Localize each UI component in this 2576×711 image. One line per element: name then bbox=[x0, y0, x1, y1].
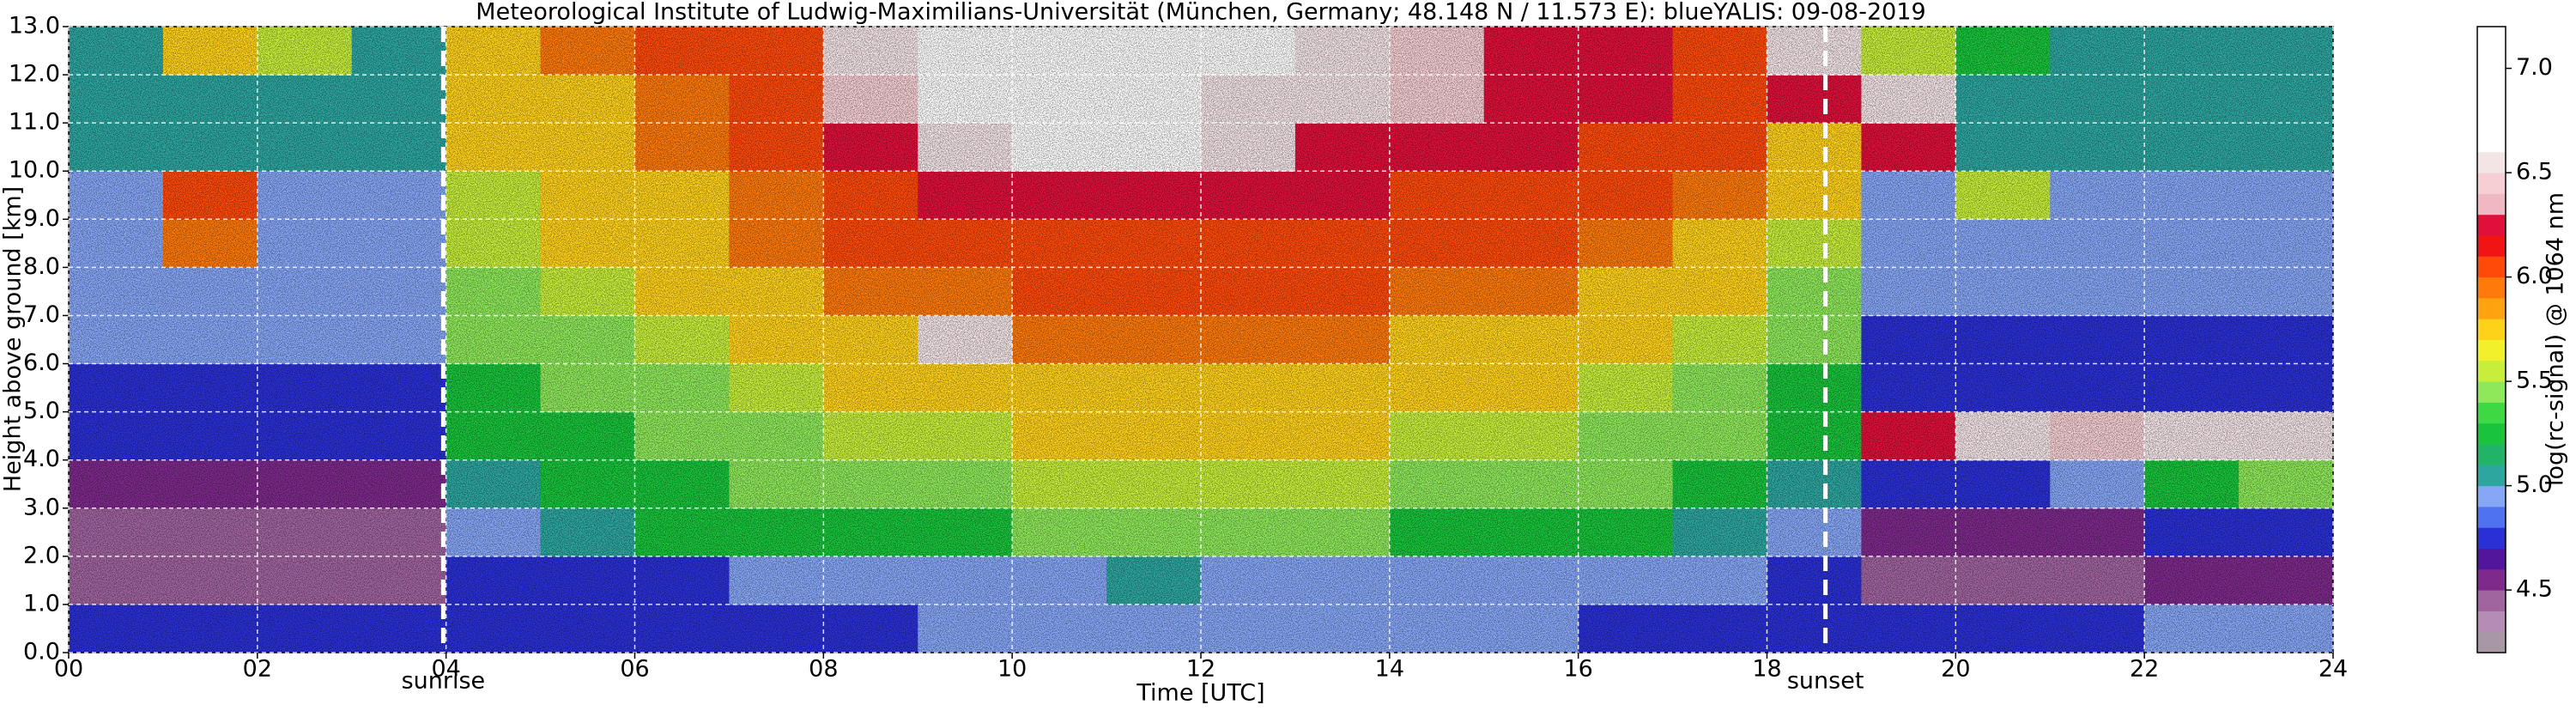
colorbar-swatch bbox=[2477, 68, 2506, 90]
x-tick-label: 00 bbox=[54, 656, 83, 683]
y-tick-label: 6.0 bbox=[23, 349, 60, 376]
colorbar-swatch bbox=[2477, 465, 2506, 487]
colorbar-swatch bbox=[2477, 131, 2506, 153]
colorbar-swatch bbox=[2477, 422, 2506, 445]
colorbar-swatch bbox=[2477, 339, 2506, 362]
x-tick-label: 22 bbox=[2130, 656, 2159, 683]
colorbar-swatch bbox=[2477, 88, 2506, 111]
colorbar-swatch bbox=[2477, 256, 2506, 278]
colorbar-swatch bbox=[2477, 214, 2506, 236]
colorbar-swatch bbox=[2477, 527, 2506, 549]
y-tick-label: 9.0 bbox=[23, 205, 60, 232]
colorbar-swatch bbox=[2477, 568, 2506, 591]
colorbar-tick-label: 7.0 bbox=[2516, 54, 2553, 81]
y-tick-label: 7.0 bbox=[23, 301, 60, 328]
chart-title: Meteorological Institute of Ludwig-Maxim… bbox=[476, 0, 1925, 26]
y-tick-label: 3.0 bbox=[23, 494, 60, 520]
x-tick-label: 04 bbox=[431, 656, 460, 683]
colorbar-swatch bbox=[2477, 47, 2506, 70]
y-tick-label: 0.0 bbox=[23, 639, 60, 665]
x-tick-label: 08 bbox=[809, 656, 838, 683]
y-tick-label: 5.0 bbox=[23, 398, 60, 424]
colorbar-swatch bbox=[2477, 548, 2506, 570]
colorbar-swatch bbox=[2477, 276, 2506, 299]
colorbar-swatch bbox=[2477, 110, 2506, 131]
colorbar-label: log(rc-signal) @ 1064 nm bbox=[2543, 192, 2569, 486]
x-tick-label: 24 bbox=[2318, 656, 2348, 683]
x-tick-label: 06 bbox=[620, 656, 649, 683]
colorbar-swatch bbox=[2477, 381, 2506, 403]
colorbar-swatch bbox=[2477, 506, 2506, 528]
colorbar-tick-label: 6.5 bbox=[2516, 159, 2553, 185]
y-tick-label: 8.0 bbox=[23, 253, 60, 280]
x-axis-label: Time [UTC] bbox=[1136, 680, 1264, 707]
y-tick-label: 2.0 bbox=[23, 542, 60, 568]
colorbar-tick-label: 4.5 bbox=[2516, 576, 2553, 603]
colorbar-swatch bbox=[2477, 235, 2506, 257]
x-tick-label: 10 bbox=[997, 656, 1027, 683]
y-tick-label: 10.0 bbox=[9, 157, 60, 184]
annotation-label: sunrise bbox=[402, 668, 486, 695]
colorbar-swatch bbox=[2477, 297, 2506, 319]
colorbar-tick-label: 5.0 bbox=[2516, 471, 2553, 498]
colorbar-swatch bbox=[2477, 193, 2506, 216]
x-tick-label: 02 bbox=[243, 656, 272, 683]
colorbar-swatch bbox=[2477, 319, 2506, 340]
annotation-label: sunset bbox=[1787, 668, 1864, 695]
colorbar-swatch bbox=[2477, 444, 2506, 465]
x-tick-label: 18 bbox=[1752, 656, 1781, 683]
y-axis-label: Height above ground [km] bbox=[0, 186, 27, 492]
x-tick-label: 12 bbox=[1186, 656, 1215, 683]
colorbar-swatch bbox=[2477, 27, 2506, 48]
y-tick-label: 13.0 bbox=[9, 13, 60, 40]
colorbar-frame bbox=[2476, 26, 2506, 653]
colorbar-swatch bbox=[2477, 631, 2506, 653]
colorbar-swatch bbox=[2477, 611, 2506, 633]
y-tick-label: 11.0 bbox=[9, 109, 60, 136]
colorbar-tick-label: 6.0 bbox=[2516, 263, 2553, 289]
x-tick-label: 20 bbox=[1941, 656, 1970, 683]
x-tick-label: 16 bbox=[1563, 656, 1592, 683]
colorbar-swatch bbox=[2477, 173, 2506, 194]
y-tick-label: 4.0 bbox=[23, 446, 60, 472]
y-tick-label: 1.0 bbox=[23, 590, 60, 617]
y-tick-label: 12.0 bbox=[9, 61, 60, 88]
colorbar-swatch bbox=[2477, 402, 2506, 424]
colorbar-swatch bbox=[2477, 360, 2506, 382]
x-tick-label: 14 bbox=[1375, 656, 1404, 683]
colorbar-swatch bbox=[2477, 151, 2506, 173]
colorbar-swatch bbox=[2477, 590, 2506, 611]
colorbar-swatch bbox=[2477, 485, 2506, 507]
colorbar-tick-label: 5.5 bbox=[2516, 368, 2553, 394]
